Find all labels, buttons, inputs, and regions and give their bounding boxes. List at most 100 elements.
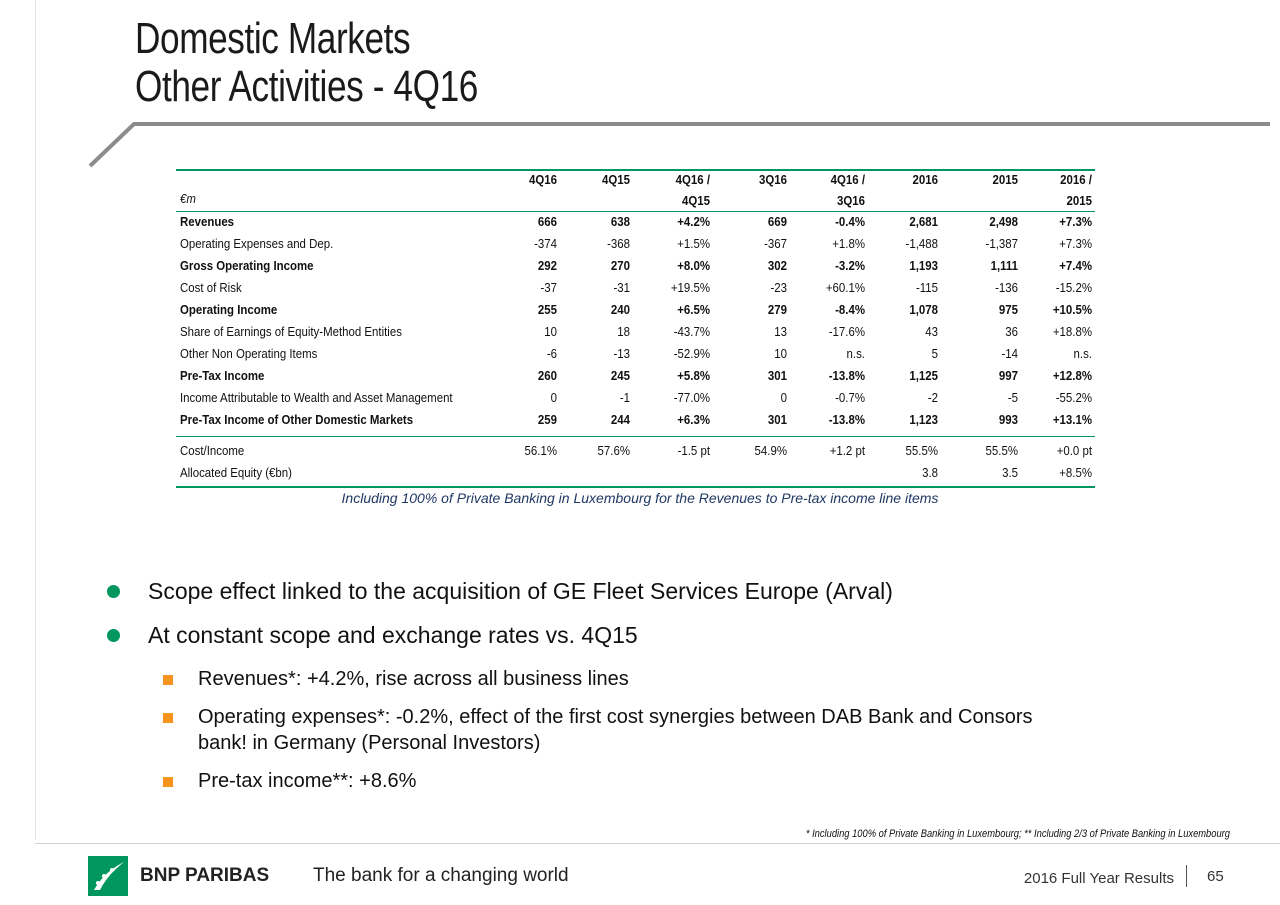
table-cell: -13 — [613, 346, 630, 361]
table-cell: -55.2% — [1055, 390, 1092, 405]
table-cell: -115 — [915, 280, 938, 295]
table-cell: -8.4% — [835, 302, 865, 317]
table-cell: +6.5% — [677, 302, 710, 317]
table-cell: -23 — [770, 280, 787, 295]
table-cell: -1 — [619, 390, 630, 405]
unit-label: €m — [180, 191, 196, 206]
table-cell: +18.8% — [1052, 324, 1092, 339]
row-label: Revenues — [180, 214, 235, 229]
table-note-text: Including 100% of Private Banking in Lux… — [341, 490, 939, 506]
table-cell: -0.4% — [835, 214, 865, 229]
table-cell: 3.5 — [1002, 465, 1018, 480]
sub-bullet-text: Revenues*: +4.2%, rise across all busine… — [198, 668, 629, 690]
table-cell: -368 — [607, 236, 630, 251]
table-cell: 57.6% — [597, 443, 630, 458]
column-header-sub: 4Q15 — [682, 193, 710, 208]
column-header-sub: 2015 — [1066, 193, 1092, 208]
column-header: 4Q16 — [529, 172, 557, 187]
table-cell: 245 — [610, 368, 630, 383]
bullet-text: Scope effect linked to the acquisition o… — [148, 578, 893, 604]
table-cell: +1.8% — [832, 236, 865, 251]
bullet-text: At constant scope and exchange rates vs.… — [148, 622, 638, 648]
row-label: Operating Income — [180, 302, 278, 317]
sub-bullet-square — [163, 777, 173, 787]
table-cell: +60.1% — [825, 280, 865, 295]
table-cell: 292 — [537, 258, 557, 273]
table-cell: -374 — [534, 236, 557, 251]
row-label: Gross Operating Income — [180, 258, 314, 273]
header-rule — [176, 211, 1095, 212]
table-cell: -1.5 pt — [677, 443, 710, 458]
table-cell: 54.9% — [754, 443, 787, 458]
row-label: Share of Earnings of Equity-Method Entit… — [180, 324, 402, 339]
table-cell: n.s. — [846, 346, 865, 361]
table-cell: 1,111 — [990, 258, 1018, 273]
sub-bullet-text: Pre-tax income**: +8.6% — [198, 770, 417, 792]
sub-bullet-square — [163, 675, 173, 685]
table-cell: 244 — [610, 412, 630, 427]
table-cell: 18 — [617, 324, 630, 339]
table-cell: 0 — [550, 390, 557, 405]
table-cell: n.s. — [1073, 346, 1092, 361]
table-cell: 13 — [774, 324, 787, 339]
title-line-2: Other Activities - 4Q16 — [135, 62, 478, 111]
column-header: 3Q16 — [759, 172, 787, 187]
group-rule — [176, 436, 1095, 437]
table-cell: 43 — [925, 324, 938, 339]
table-cell: +10.5% — [1052, 302, 1092, 317]
table-cell: 2,498 — [989, 214, 1018, 229]
table-cell: +12.8% — [1052, 368, 1092, 383]
brand: BNP PARIBAS — [140, 865, 270, 886]
table-cell: -17.6% — [828, 324, 865, 339]
row-label: Pre-Tax Income of Other Domestic Markets — [180, 412, 414, 427]
table-cell: 1,078 — [909, 302, 938, 317]
table-cell: 5 — [931, 346, 938, 361]
table-cell: 993 — [998, 412, 1018, 427]
title-decoration — [88, 122, 1270, 168]
table-cell: 55.5% — [905, 443, 938, 458]
table-cell: -52.9% — [673, 346, 710, 361]
column-header: 4Q16 / — [830, 172, 865, 187]
table-cell: 0 — [780, 390, 787, 405]
row-label: Cost/Income — [180, 443, 245, 458]
table-cell: -3.2% — [835, 258, 865, 273]
table-cell: 270 — [610, 258, 630, 273]
column-header: 2016 / — [1060, 172, 1092, 187]
table-cell: 666 — [537, 214, 557, 229]
table-cell: -367 — [764, 236, 787, 251]
table-cell: 279 — [767, 302, 787, 317]
table-cell: +7.4% — [1059, 258, 1092, 273]
table-cell: -14 — [1001, 346, 1018, 361]
table-cell: -6 — [546, 346, 557, 361]
table-cell: 301 — [767, 412, 787, 427]
table-cell: -1,387 — [985, 236, 1018, 251]
table-cell: -13.8% — [828, 368, 865, 383]
table-cell: +5.8% — [677, 368, 710, 383]
table-cell: 260 — [537, 368, 557, 383]
table-cell: 10 — [544, 324, 557, 339]
page-number: 65 — [1207, 868, 1224, 885]
table-cell: 301 — [767, 368, 787, 383]
left-rule — [35, 0, 36, 840]
tagline: The bank for a changing world — [313, 865, 569, 886]
table-note: Including 100% of Private Banking in Lux… — [0, 490, 1280, 506]
table-cell: -43.7% — [673, 324, 710, 339]
table-cell: 10 — [774, 346, 787, 361]
column-header-sub: 3Q16 — [837, 193, 865, 208]
footer-rule — [35, 843, 1280, 844]
table-cell: 55.5% — [985, 443, 1018, 458]
table-cell: 240 — [610, 302, 630, 317]
table-cell: 255 — [537, 302, 557, 317]
column-header: 4Q15 — [602, 172, 630, 187]
table-cell: 669 — [767, 214, 787, 229]
table-cell: -37 — [540, 280, 557, 295]
title-line-1: Domestic Markets — [135, 14, 411, 63]
row-label: Allocated Equity (€bn) — [180, 465, 292, 480]
table-cell: +0.0 pt — [1056, 443, 1092, 458]
table-cell: 56.1% — [524, 443, 557, 458]
column-header: 2016 — [912, 172, 938, 187]
table-cell: 259 — [537, 412, 557, 427]
table-cell: -2 — [927, 390, 938, 405]
table-cell: +1.5% — [677, 236, 710, 251]
